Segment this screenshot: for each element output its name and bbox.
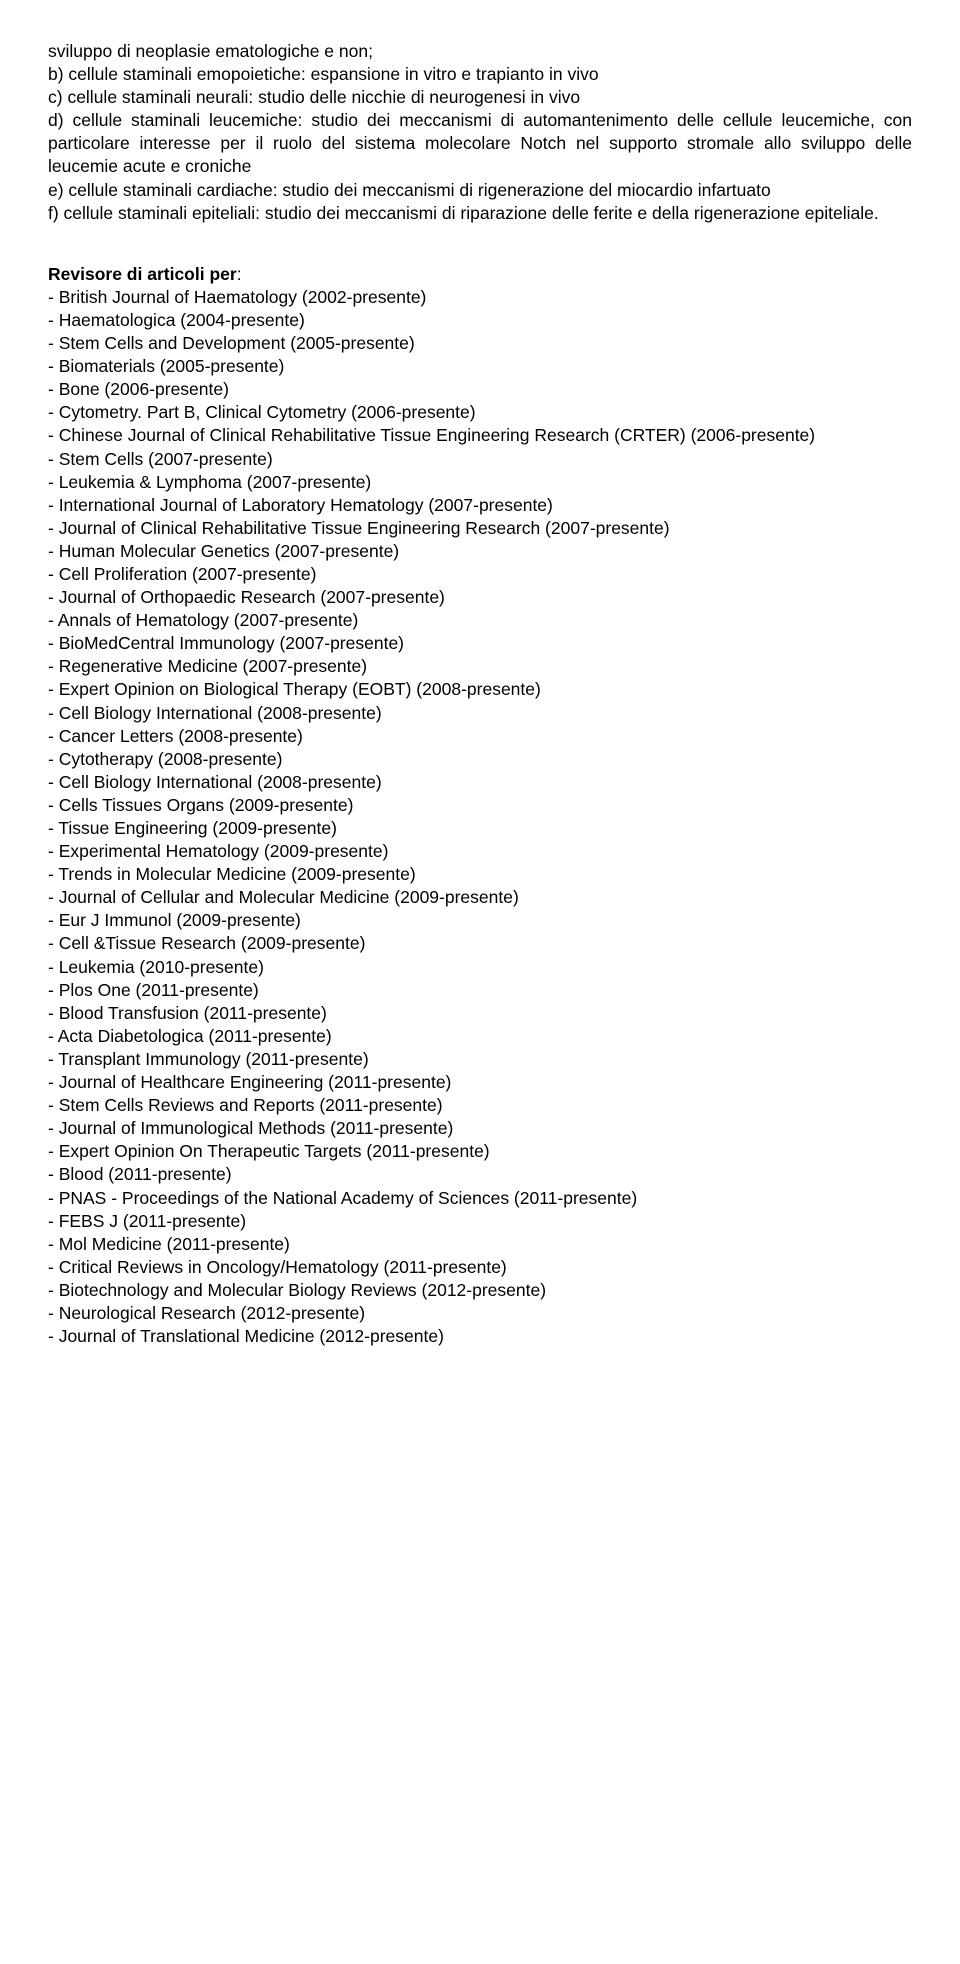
reviewer-list-item: - Transplant Immunology (2011-presente) <box>48 1048 912 1071</box>
reviewer-list-item: - Eur J Immunol (2009-presente) <box>48 909 912 932</box>
reviewer-list-item: - Neurological Research (2012-presente) <box>48 1302 912 1325</box>
reviewer-list-item: - Expert Opinion on Biological Therapy (… <box>48 678 912 701</box>
reviewer-list-item: - Journal of Translational Medicine (201… <box>48 1325 912 1348</box>
reviewer-list-item: - Biotechnology and Molecular Biology Re… <box>48 1279 912 1302</box>
reviewer-list-item: - Mol Medicine (2011-presente) <box>48 1233 912 1256</box>
reviewer-list-item: - FEBS J (2011-presente) <box>48 1210 912 1233</box>
reviewer-list-item: - Regenerative Medicine (2007-presente) <box>48 655 912 678</box>
intro-line-e: e) cellule staminali cardiache: studio d… <box>48 179 912 202</box>
reviewer-list-item: - Bone (2006-presente) <box>48 378 912 401</box>
reviewer-list-item: - Journal of Clinical Rehabilitative Tis… <box>48 517 912 540</box>
reviewer-list-item: - Annals of Hematology (2007-presente) <box>48 609 912 632</box>
reviewer-list-item: - Cell &Tissue Research (2009-presente) <box>48 932 912 955</box>
reviewer-list-item: - Haematologica (2004-presente) <box>48 309 912 332</box>
intro-line-c: c) cellule staminali neurali: studio del… <box>48 86 912 109</box>
reviewer-list-item: - Cells Tissues Organs (2009-presente) <box>48 794 912 817</box>
reviewer-list-item: - Journal of Cellular and Molecular Medi… <box>48 886 912 909</box>
reviewer-list-item: - Journal of Orthopaedic Research (2007-… <box>48 586 912 609</box>
reviewer-list-item: - Blood (2011-presente) <box>48 1163 912 1186</box>
reviewer-list-item: - Acta Diabetologica (2011-presente) <box>48 1025 912 1048</box>
reviewer-list-item: - Leukemia (2010-presente) <box>48 956 912 979</box>
reviewer-list-item: - Stem Cells and Development (2005-prese… <box>48 332 912 355</box>
reviewer-list-item: - International Journal of Laboratory He… <box>48 494 912 517</box>
reviewer-list-item: - Blood Transfusion (2011-presente) <box>48 1002 912 1025</box>
reviewer-list-item: - Trends in Molecular Medicine (2009-pre… <box>48 863 912 886</box>
reviewer-list-item: - Tissue Engineering (2009-presente) <box>48 817 912 840</box>
reviewer-list-item: - Journal of Healthcare Engineering (201… <box>48 1071 912 1094</box>
reviewer-list-item: - Human Molecular Genetics (2007-present… <box>48 540 912 563</box>
reviewer-list-item: - Leukemia & Lymphoma (2007-presente) <box>48 471 912 494</box>
reviewer-list-item: - Experimental Hematology (2009-presente… <box>48 840 912 863</box>
reviewer-list-item: - Journal of Immunological Methods (2011… <box>48 1117 912 1140</box>
intro-line-f: f) cellule staminali epiteliali: studio … <box>48 202 912 225</box>
reviewer-list-item: - Cell Biology International (2008-prese… <box>48 702 912 725</box>
reviewer-heading: Revisore di articoli per <box>48 264 237 284</box>
section-spacer <box>48 225 912 263</box>
reviewer-list-item: - PNAS - Proceedings of the National Aca… <box>48 1187 912 1210</box>
reviewer-list-item: - BioMedCentral Immunology (2007-present… <box>48 632 912 655</box>
intro-line-d: d) cellule staminali leucemiche: studio … <box>48 109 912 178</box>
reviewer-list-item: - Cytometry. Part B, Clinical Cytometry … <box>48 401 912 424</box>
intro-block: sviluppo di neoplasie ematologiche e non… <box>48 40 912 225</box>
reviewer-heading-line: Revisore di articoli per: <box>48 263 912 286</box>
reviewer-list-item: - Biomaterials (2005-presente) <box>48 355 912 378</box>
reviewer-list-item: - Stem Cells (2007-presente) <box>48 448 912 471</box>
reviewer-list-item: - British Journal of Haematology (2002-p… <box>48 286 912 309</box>
reviewer-list-item: - Plos One (2011-presente) <box>48 979 912 1002</box>
reviewer-list-item: - Cytotherapy (2008-presente) <box>48 748 912 771</box>
reviewer-list-item: - Stem Cells Reviews and Reports (2011-p… <box>48 1094 912 1117</box>
reviewer-section: Revisore di articoli per: - British Jour… <box>48 263 912 1348</box>
reviewer-heading-colon: : <box>237 264 242 284</box>
reviewer-list: - British Journal of Haematology (2002-p… <box>48 286 912 1348</box>
intro-line-a: sviluppo di neoplasie ematologiche e non… <box>48 40 912 63</box>
reviewer-list-item: - Chinese Journal of Clinical Rehabilita… <box>48 424 912 447</box>
reviewer-list-item: - Cell Proliferation (2007-presente) <box>48 563 912 586</box>
reviewer-list-item: - Critical Reviews in Oncology/Hematolog… <box>48 1256 912 1279</box>
reviewer-list-item: - Cancer Letters (2008-presente) <box>48 725 912 748</box>
reviewer-list-item: - Expert Opinion On Therapeutic Targets … <box>48 1140 912 1163</box>
reviewer-list-item: - Cell Biology International (2008-prese… <box>48 771 912 794</box>
intro-line-b: b) cellule staminali emopoietiche: espan… <box>48 63 912 86</box>
